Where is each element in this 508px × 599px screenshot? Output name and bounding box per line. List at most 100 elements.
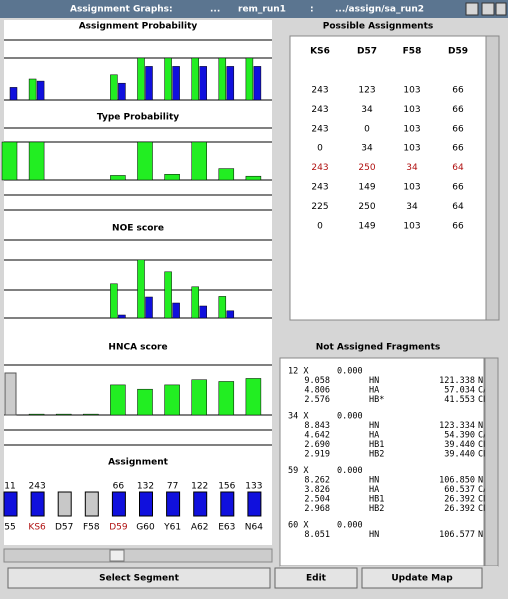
fragment-field: 2.504 xyxy=(304,495,330,505)
button-label[interactable]: Edit xyxy=(306,574,327,584)
bar xyxy=(245,378,262,416)
table-cell: 243 xyxy=(311,86,328,96)
bar xyxy=(28,413,45,416)
chart-title: Assignment Probability xyxy=(79,22,198,32)
fragment-field: 60.537 xyxy=(444,485,475,495)
fragment-field: 39.440 xyxy=(444,440,475,450)
bar xyxy=(110,283,118,319)
fragment-field: HB1 xyxy=(369,440,384,450)
table-cell: 243 xyxy=(311,163,328,173)
bar xyxy=(172,66,180,101)
fragment-field: 41.553 xyxy=(444,395,475,405)
fragment-field: 8.843 xyxy=(304,421,330,431)
table-cell: 66 xyxy=(452,124,464,134)
fragment-field: 8.051 xyxy=(304,530,330,540)
table-cell: 103 xyxy=(403,183,420,193)
table-cell: 0 xyxy=(317,221,323,231)
fragment-id: 59 X xyxy=(288,466,309,476)
button[interactable] xyxy=(7,567,271,589)
fragment-field: HA xyxy=(369,485,379,495)
chart-title: HNCA score xyxy=(108,343,167,353)
minimize-button[interactable] xyxy=(465,2,479,16)
fragment-field: 8.262 xyxy=(304,476,330,486)
fragment-field: HN xyxy=(369,421,379,431)
section-title: Possible Assignments xyxy=(323,22,434,32)
table-cell: 66 xyxy=(452,105,464,115)
segment-label: D57 xyxy=(55,523,73,533)
segment-label: KS6 xyxy=(28,523,46,533)
close-button[interactable] xyxy=(495,2,507,16)
table-cell: 64 xyxy=(452,202,464,212)
bar xyxy=(55,413,72,416)
segment-box[interactable] xyxy=(166,491,181,517)
button-label[interactable]: Select Segment xyxy=(99,574,179,584)
column-header: D59 xyxy=(448,47,468,57)
bar xyxy=(83,413,99,416)
table-cell: 66 xyxy=(452,221,464,231)
table-cell: 34 xyxy=(406,202,418,212)
maximize-button[interactable] xyxy=(481,2,495,16)
bar xyxy=(226,310,235,319)
bar xyxy=(164,384,180,416)
table-cell: 103 xyxy=(403,124,420,134)
segment-number: 156 xyxy=(218,482,235,492)
bar xyxy=(191,57,199,101)
column-header: KS6 xyxy=(310,47,330,57)
button[interactable] xyxy=(274,567,358,589)
scrollbar[interactable] xyxy=(484,357,499,567)
fragment-field: N xyxy=(478,421,483,431)
fragment-id: 12 X xyxy=(288,367,309,377)
window-title: Assignment Graphs: xyxy=(70,5,173,15)
fragment-field: 54.390 xyxy=(444,431,475,441)
bar xyxy=(218,381,235,416)
segment-box[interactable] xyxy=(3,491,18,517)
bar xyxy=(36,80,45,101)
window-title: : xyxy=(310,5,314,15)
title-bar xyxy=(0,0,508,18)
bar xyxy=(110,175,126,181)
bar xyxy=(218,168,235,181)
table-cell: 0 xyxy=(317,144,323,154)
bar xyxy=(172,302,180,319)
bar xyxy=(191,286,199,319)
bar xyxy=(118,314,126,319)
fragment-field: 26.392 xyxy=(444,504,475,514)
segment-box[interactable] xyxy=(220,491,235,517)
button[interactable] xyxy=(361,567,483,589)
segment-box[interactable] xyxy=(193,491,208,517)
fragment-field: 2.576 xyxy=(304,395,330,405)
possible-table xyxy=(289,35,487,321)
segment-box[interactable] xyxy=(57,491,72,517)
fragment-field: 123.334 xyxy=(439,421,475,431)
fragment-score: 0.000 xyxy=(337,521,363,531)
segment-box[interactable] xyxy=(30,491,45,517)
segment-box[interactable] xyxy=(247,491,262,517)
segment-label: N64 xyxy=(245,523,263,533)
fragment-field: CB xyxy=(478,395,488,405)
table-cell: 34 xyxy=(406,163,418,173)
fragment-score: 0.000 xyxy=(337,412,363,422)
table-cell: 66 xyxy=(452,183,464,193)
scroll-thumb[interactable] xyxy=(109,549,125,562)
fragment-field: HB2 xyxy=(369,504,384,514)
segment-box[interactable] xyxy=(139,491,153,517)
fragment-field: HB2 xyxy=(369,450,384,460)
bar xyxy=(118,82,126,101)
scrollbar[interactable] xyxy=(3,548,273,563)
table-cell: 34 xyxy=(361,144,373,154)
table-cell: 103 xyxy=(403,105,420,115)
bar xyxy=(199,66,207,101)
fragment-field: 4.806 xyxy=(304,386,330,396)
bar xyxy=(191,379,207,416)
fragment-field: 39.440 xyxy=(444,450,475,460)
bar xyxy=(137,388,153,416)
segment-number: 11 xyxy=(4,482,15,492)
segment-label: G60 xyxy=(136,523,155,533)
segment-number: 122 xyxy=(191,482,208,492)
bar xyxy=(218,57,227,101)
scrollbar[interactable] xyxy=(485,35,500,321)
segment-box[interactable] xyxy=(84,491,99,517)
fragment-field: 57.034 xyxy=(444,386,475,396)
segment-box[interactable] xyxy=(111,491,126,517)
button-label[interactable]: Update Map xyxy=(391,574,453,584)
